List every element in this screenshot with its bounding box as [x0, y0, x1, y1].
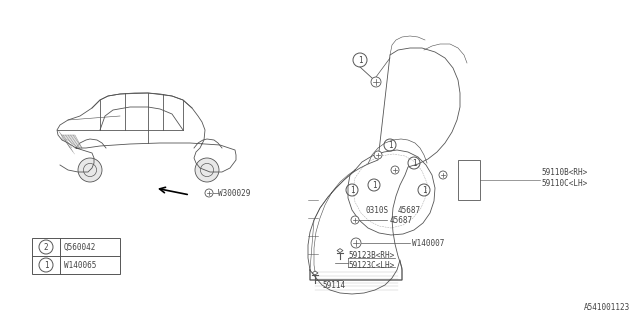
Polygon shape	[312, 271, 318, 275]
Text: 1: 1	[44, 260, 48, 269]
Polygon shape	[337, 249, 343, 252]
Text: 1: 1	[372, 180, 376, 189]
Text: 59123B<RH>: 59123B<RH>	[348, 251, 394, 260]
Circle shape	[205, 189, 213, 197]
Text: 1: 1	[349, 186, 355, 195]
Polygon shape	[62, 135, 82, 148]
Circle shape	[78, 158, 102, 182]
Text: 59110B<RH>: 59110B<RH>	[541, 167, 588, 177]
Circle shape	[351, 216, 359, 224]
Circle shape	[391, 166, 399, 174]
Text: 59114: 59114	[322, 281, 345, 290]
Text: A541001123: A541001123	[584, 303, 630, 312]
Text: 1: 1	[358, 55, 362, 65]
Text: Q560042: Q560042	[64, 243, 97, 252]
Circle shape	[374, 151, 382, 159]
Text: 1: 1	[388, 140, 392, 149]
Text: 0310S: 0310S	[365, 205, 388, 214]
Text: W140065: W140065	[64, 260, 97, 269]
Circle shape	[439, 171, 447, 179]
Text: 45687: 45687	[390, 215, 413, 225]
Circle shape	[371, 77, 381, 87]
Text: 2: 2	[44, 243, 48, 252]
Text: W140007: W140007	[412, 238, 444, 247]
Text: 59110C<LH>: 59110C<LH>	[541, 179, 588, 188]
Circle shape	[195, 158, 219, 182]
Text: 1: 1	[412, 158, 416, 167]
Text: 1: 1	[422, 186, 426, 195]
Text: 45687: 45687	[398, 205, 421, 214]
Text: 59123C<LH>: 59123C<LH>	[348, 260, 394, 269]
Bar	[458, 160, 480, 200]
Circle shape	[351, 238, 361, 248]
Bar	[32, 238, 120, 274]
Text: W300029: W300029	[218, 188, 250, 197]
